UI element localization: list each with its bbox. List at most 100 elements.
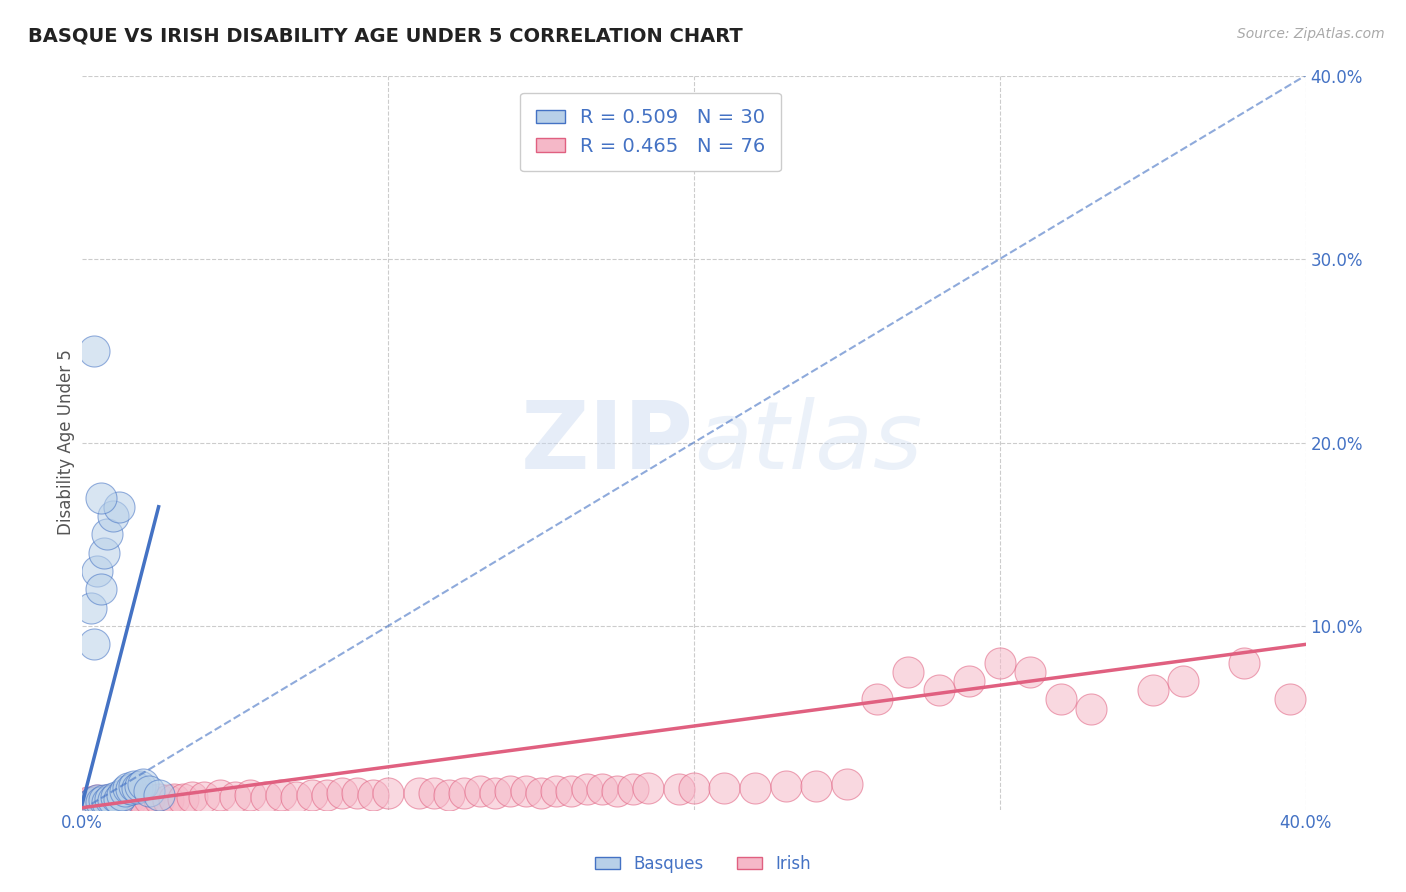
Point <box>637 780 659 795</box>
Point <box>114 784 136 798</box>
Point <box>530 786 553 800</box>
Point <box>163 791 186 805</box>
Point <box>156 793 179 807</box>
Point <box>301 788 323 802</box>
Legend: R = 0.509   N = 30, R = 0.465   N = 76: R = 0.509 N = 30, R = 0.465 N = 76 <box>520 93 782 171</box>
Point <box>361 788 384 802</box>
Text: Source: ZipAtlas.com: Source: ZipAtlas.com <box>1237 27 1385 41</box>
Point <box>80 797 103 811</box>
Text: BASQUE VS IRISH DISABILITY AGE UNDER 5 CORRELATION CHART: BASQUE VS IRISH DISABILITY AGE UNDER 5 C… <box>28 27 742 45</box>
Point <box>988 656 1011 670</box>
Point <box>315 788 337 802</box>
Point <box>101 508 124 523</box>
Point <box>108 793 131 807</box>
Point <box>866 692 889 706</box>
Point <box>138 791 160 805</box>
Point <box>270 788 292 802</box>
Point <box>1142 683 1164 698</box>
Point <box>127 791 149 805</box>
Point <box>80 797 103 811</box>
Point <box>86 793 108 807</box>
Point <box>468 784 491 798</box>
Point <box>682 780 704 795</box>
Point <box>83 343 105 358</box>
Point <box>148 791 170 805</box>
Point <box>83 795 105 809</box>
Point <box>86 564 108 578</box>
Point <box>120 782 142 797</box>
Point <box>408 786 430 800</box>
Point <box>148 788 170 802</box>
Point <box>89 797 111 811</box>
Point <box>285 789 308 804</box>
Point <box>96 795 118 809</box>
Point <box>80 600 103 615</box>
Point <box>621 782 644 797</box>
Point <box>804 779 827 793</box>
Point <box>75 797 97 811</box>
Point <box>83 637 105 651</box>
Point <box>606 784 628 798</box>
Point <box>101 793 124 807</box>
Point <box>744 780 766 795</box>
Text: ZIP: ZIP <box>522 397 693 489</box>
Point <box>89 795 111 809</box>
Point <box>98 795 121 809</box>
Point <box>515 784 537 798</box>
Point <box>1233 656 1256 670</box>
Point <box>193 789 215 804</box>
Point <box>254 789 277 804</box>
Point <box>111 793 134 807</box>
Point <box>437 788 460 802</box>
Point <box>713 780 735 795</box>
Point <box>120 793 142 807</box>
Point <box>138 784 160 798</box>
Point <box>111 788 134 802</box>
Point <box>89 491 111 505</box>
Point <box>224 789 246 804</box>
Point <box>346 786 368 800</box>
Point <box>499 784 522 798</box>
Point <box>93 795 115 809</box>
Point <box>453 786 475 800</box>
Point <box>83 795 105 809</box>
Point <box>96 793 118 807</box>
Point <box>104 795 127 809</box>
Point <box>1080 701 1102 715</box>
Point <box>1279 692 1302 706</box>
Point <box>127 780 149 795</box>
Point <box>560 784 582 798</box>
Point <box>330 786 353 800</box>
Point <box>897 665 920 679</box>
Point <box>172 791 194 805</box>
Point <box>96 527 118 541</box>
Y-axis label: Disability Age Under 5: Disability Age Under 5 <box>58 350 75 535</box>
Point <box>117 780 139 795</box>
Point <box>101 793 124 807</box>
Point <box>77 795 100 809</box>
Point <box>89 795 111 809</box>
Legend: Basques, Irish: Basques, Irish <box>588 848 818 880</box>
Point <box>239 788 262 802</box>
Point <box>775 779 797 793</box>
Point <box>1173 674 1195 689</box>
Point <box>108 500 131 514</box>
Point <box>93 793 115 807</box>
Point <box>377 786 399 800</box>
Point <box>668 782 690 797</box>
Point <box>132 793 155 807</box>
Text: atlas: atlas <box>693 397 922 488</box>
Point <box>1050 692 1073 706</box>
Point <box>132 777 155 791</box>
Point <box>96 797 118 811</box>
Point <box>575 782 598 797</box>
Point <box>93 546 115 560</box>
Point <box>423 786 446 800</box>
Point <box>928 683 950 698</box>
Point <box>89 582 111 597</box>
Point <box>104 789 127 804</box>
Point <box>546 784 568 798</box>
Point <box>101 795 124 809</box>
Point <box>86 797 108 811</box>
Point <box>208 788 231 802</box>
